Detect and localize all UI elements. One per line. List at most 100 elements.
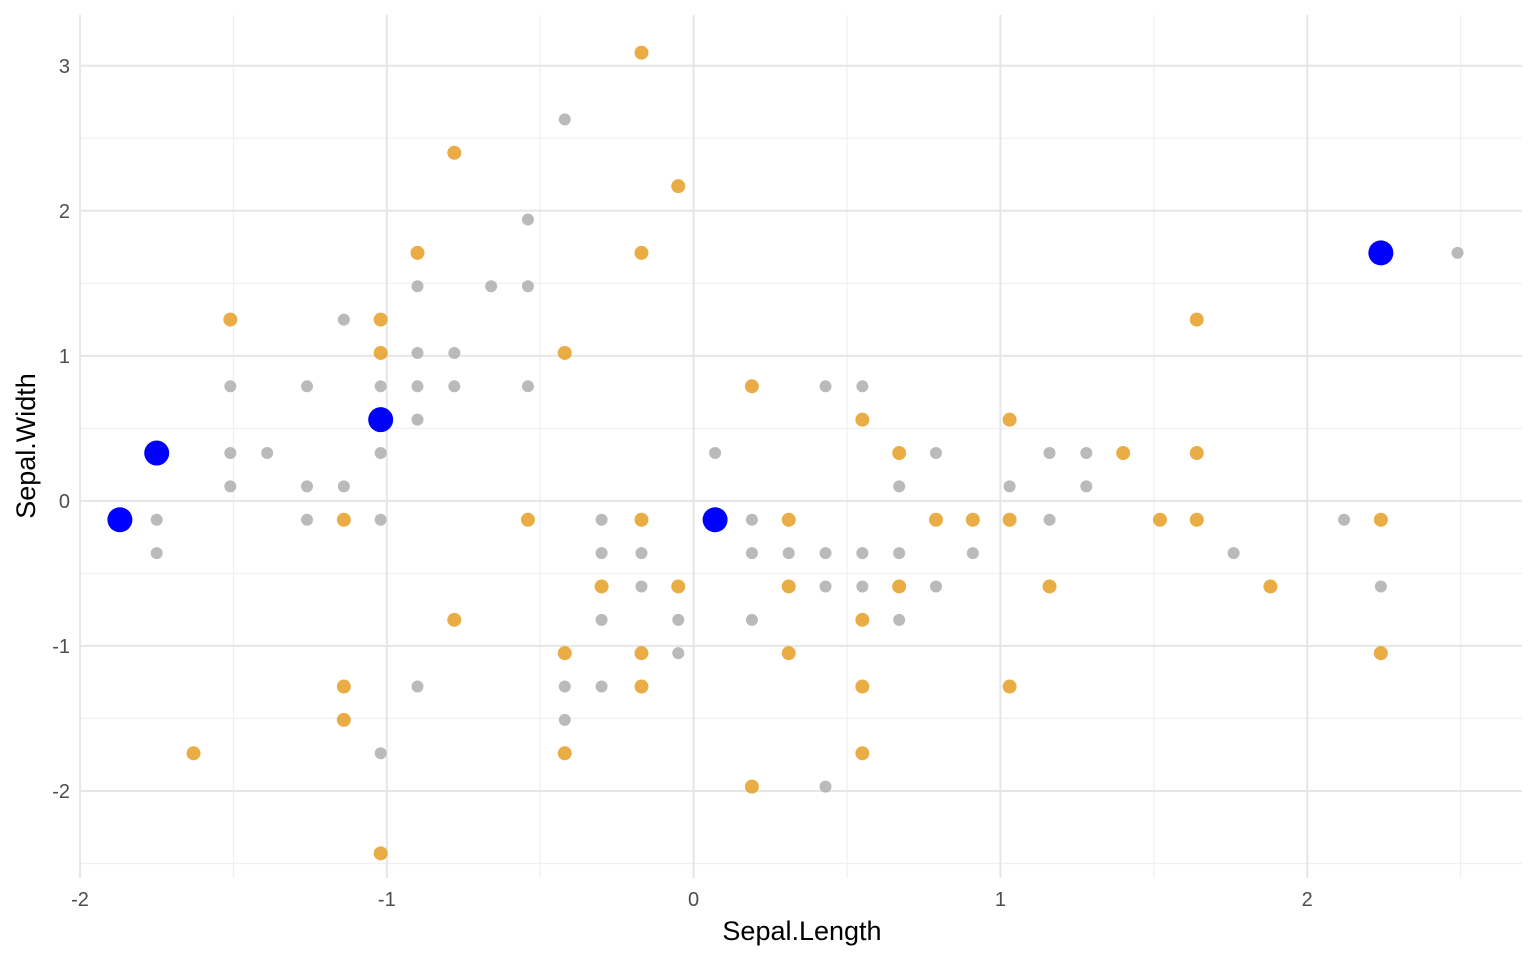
orange-point <box>186 746 201 761</box>
gray-point <box>1043 513 1056 526</box>
orange-point <box>928 512 943 527</box>
blue-point <box>368 407 394 433</box>
orange-point <box>520 512 535 527</box>
orange-point <box>557 345 572 360</box>
y-axis-title: Sepal.Width <box>11 373 41 519</box>
orange-point <box>336 512 351 527</box>
gray-point <box>485 280 498 293</box>
gray-point <box>1338 513 1351 526</box>
orange-point <box>855 412 870 427</box>
y-tick-label: -2 <box>52 781 70 803</box>
orange-point <box>634 45 649 60</box>
orange-point <box>1189 312 1204 327</box>
orange-point <box>744 379 759 394</box>
orange-point <box>1189 512 1204 527</box>
orange-point <box>373 312 388 327</box>
orange-point <box>1373 512 1388 527</box>
x-tick-label: -1 <box>378 889 396 911</box>
orange-point <box>557 746 572 761</box>
orange-point <box>781 646 796 661</box>
gray-point <box>672 647 685 660</box>
gray-point <box>929 447 942 460</box>
orange-point <box>447 612 462 627</box>
orange-point <box>1042 579 1057 594</box>
y-tick-label: 2 <box>59 201 70 223</box>
gray-point <box>411 346 424 359</box>
gray-point <box>224 447 237 460</box>
y-tick-label: 1 <box>59 346 70 368</box>
gray-point <box>411 280 424 293</box>
gray-point <box>819 380 832 393</box>
orange-point <box>594 579 609 594</box>
gray-point <box>893 480 906 493</box>
orange-point <box>336 712 351 727</box>
orange-point <box>557 646 572 661</box>
gray-point <box>448 346 461 359</box>
gray-point <box>301 380 314 393</box>
orange-point <box>634 245 649 260</box>
gray-point <box>929 580 942 593</box>
gray-point <box>782 547 795 560</box>
gray-point <box>856 580 869 593</box>
gray-point <box>448 380 461 393</box>
gray-point <box>1374 580 1387 593</box>
orange-point <box>781 579 796 594</box>
orange-point <box>855 679 870 694</box>
gray-point <box>745 613 758 626</box>
gray-point <box>856 547 869 560</box>
gray-point <box>819 780 832 793</box>
gray-point <box>411 413 424 426</box>
y-tick-label: -1 <box>52 636 70 658</box>
gray-point <box>337 313 350 326</box>
gray-point <box>374 513 387 526</box>
x-axis-title: Sepal.Length <box>722 916 881 946</box>
orange-point <box>744 779 759 794</box>
gray-point <box>745 513 758 526</box>
blue-point <box>107 507 133 533</box>
orange-point <box>223 312 238 327</box>
orange-point <box>671 179 686 194</box>
gray-point <box>893 547 906 560</box>
blue-point <box>702 507 728 533</box>
gray-point <box>374 380 387 393</box>
gray-point <box>521 380 534 393</box>
gray-point <box>745 547 758 560</box>
orange-point <box>855 746 870 761</box>
gray-point <box>595 613 608 626</box>
x-tick-label: -2 <box>71 889 89 911</box>
x-tick-label: 2 <box>1302 889 1313 911</box>
x-tick-label: 0 <box>688 889 699 911</box>
gray-point <box>558 680 571 693</box>
gray-point <box>521 213 534 226</box>
orange-point <box>965 512 980 527</box>
gray-point <box>150 513 163 526</box>
blue-point <box>144 440 170 466</box>
orange-point <box>1002 512 1017 527</box>
gray-point <box>1043 447 1056 460</box>
gray-point <box>635 547 648 560</box>
orange-point <box>634 512 649 527</box>
orange-point <box>671 579 686 594</box>
orange-point <box>336 679 351 694</box>
gray-point <box>374 447 387 460</box>
gray-point <box>893 613 906 626</box>
gray-point <box>261 447 274 460</box>
orange-point <box>410 245 425 260</box>
gray-point <box>856 380 869 393</box>
gray-point <box>411 680 424 693</box>
gray-point <box>150 547 163 560</box>
orange-point <box>1002 412 1017 427</box>
orange-point <box>1263 579 1278 594</box>
gray-point <box>558 113 571 126</box>
gray-point <box>374 747 387 760</box>
gray-point <box>709 447 722 460</box>
orange-point <box>447 145 462 160</box>
gray-point <box>337 480 350 493</box>
orange-point <box>1116 446 1131 461</box>
gray-point <box>672 613 685 626</box>
orange-point <box>892 579 907 594</box>
gray-point <box>224 380 237 393</box>
gray-point <box>595 680 608 693</box>
